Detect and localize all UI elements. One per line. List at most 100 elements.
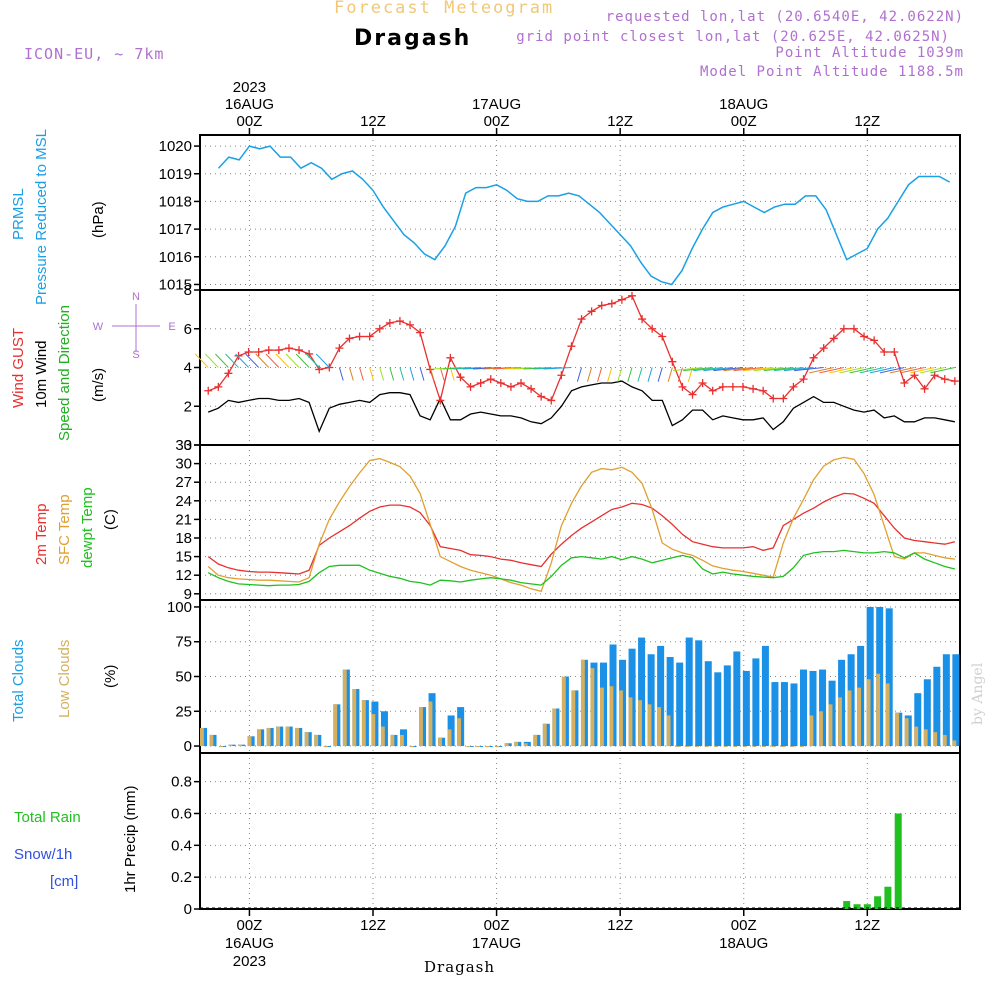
temperature-ytick-label: 18 [175, 530, 192, 547]
low-clouds-bar [847, 690, 852, 747]
wind-gust-marker [335, 344, 344, 353]
total-clouds-bar [780, 682, 788, 747]
wind-direction-arrow [693, 367, 723, 372]
low-clouds-bar [876, 673, 881, 747]
low-clouds-bar [580, 659, 585, 747]
wind-gust-marker [940, 375, 949, 384]
station-name: Dragash [354, 26, 472, 51]
temp-sfc-line [207, 456, 955, 593]
precipitation-frame [199, 752, 961, 910]
wind-direction-arrow [819, 367, 844, 374]
wind-gust-marker [486, 375, 495, 384]
wind-direction-arrow [703, 367, 733, 372]
total-clouds-bar [685, 637, 693, 747]
wind-ytick-label: 2 [184, 398, 192, 415]
temperature-ytick-label: 33 [175, 437, 192, 454]
total-clouds-bar [752, 658, 760, 747]
wind-direction-arrow [462, 367, 491, 370]
wind-gust-marker [527, 384, 536, 393]
total-clouds-bar [866, 606, 874, 747]
temperature-ytick-label: 24 [175, 493, 192, 510]
total-clouds-bar [638, 637, 646, 747]
wind-direction-arrow [733, 367, 764, 372]
total-clouds-bar [933, 666, 941, 747]
total-clouds-bar [704, 661, 712, 747]
wind-direction-arrow [743, 367, 774, 372]
low-clouds-bar [219, 746, 223, 748]
wind-direction-arrow [667, 367, 673, 382]
wind-gust-marker [819, 344, 828, 353]
precipitation-ytick-label: 0.4 [171, 837, 192, 854]
low-clouds-bar [200, 727, 204, 747]
low-clouds-bar [933, 732, 938, 747]
low-clouds-bar [447, 729, 452, 747]
bottom-time-label: 2023 [233, 953, 266, 970]
wind-direction-arrow [359, 367, 364, 381]
low-clouds-bar [380, 726, 385, 747]
wind-gust-marker [769, 394, 778, 403]
low-clouds-bar [895, 712, 900, 747]
wind-direction-arrow [910, 367, 935, 374]
wind-direction-arrow [482, 367, 511, 370]
wind-direction-arrow [753, 367, 784, 372]
rose-cross [112, 304, 160, 352]
wind-direction-arrow [338, 367, 344, 381]
wind-gust-marker [718, 382, 727, 391]
low-clouds-bar [228, 744, 233, 747]
wind-gust-marker [597, 301, 606, 310]
pressure-ytick-label: 1016 [159, 249, 192, 266]
low-clouds-bar [809, 715, 814, 747]
wind-gust-marker [708, 386, 717, 395]
low-clouds-bar [266, 727, 271, 747]
bottom-time-label: 00Z [484, 917, 510, 934]
wind-direction-arrow [503, 367, 532, 370]
clouds-ytick-label: 75 [175, 634, 192, 651]
wind-direction-arrow [784, 367, 814, 372]
temperature-ytick-label: 9 [184, 586, 192, 603]
wind-direction-arrow [295, 353, 310, 368]
low-clouds-bar [419, 707, 423, 747]
low-clouds-bar [542, 723, 547, 747]
low-clouds-bar [952, 740, 957, 747]
top-time-label: 18AUG [719, 96, 768, 113]
wind-gust-marker [557, 371, 566, 380]
low-clouds-bar [723, 746, 728, 748]
low-clouds-bar [561, 676, 566, 747]
low-clouds-bar [390, 734, 395, 747]
low-clouds-bar [571, 690, 576, 747]
wind-direction-arrow [472, 367, 501, 370]
wind-direction-arrow [586, 367, 593, 382]
wind-gust-marker [254, 348, 263, 356]
precipitation-ytick-label: 0.6 [171, 805, 192, 822]
model-altitude: Model Point Altitude 1188.5m [699, 64, 964, 80]
wind-gust-marker [728, 382, 737, 391]
pressure-line [217, 145, 951, 286]
low-clouds-bar [733, 746, 738, 748]
wind-direction-arrow [204, 353, 219, 368]
total-clouds-bar [819, 669, 827, 747]
total-clouds-bar [771, 682, 779, 747]
top-time-label: 00Z [237, 113, 263, 130]
wind-gust-marker [749, 384, 758, 393]
bottom-time-label: 17AUG [472, 935, 521, 952]
total-clouds-bar [647, 654, 655, 747]
wind-direction-arrow [245, 353, 260, 368]
low-clouds-bar [657, 707, 661, 747]
low-clouds-bar [742, 746, 747, 748]
wind-gust-marker [759, 386, 768, 395]
wind-gust-marker [315, 365, 324, 374]
wind-direction-arrow [432, 367, 461, 370]
wind-gust-marker [264, 346, 273, 355]
clouds-ytick-label: 100 [167, 599, 192, 616]
wind-direction-arrow [235, 353, 249, 368]
wind-gust-marker [809, 353, 818, 362]
low-clouds-bar [609, 686, 614, 747]
low-clouds-bar [780, 746, 785, 748]
grid-point-coords: grid point closest lon,lat (20.625E, 42.… [516, 29, 950, 45]
temperature-ytick-label: 15 [175, 549, 192, 566]
requested-coords: requested lon,lat (20.6540E, 42.0622N) [605, 9, 964, 25]
low-clouds-bar [628, 697, 633, 747]
clouds-ytick-label: 25 [175, 703, 192, 720]
wind-gust-marker [668, 357, 677, 366]
total-clouds-bar [714, 672, 722, 747]
